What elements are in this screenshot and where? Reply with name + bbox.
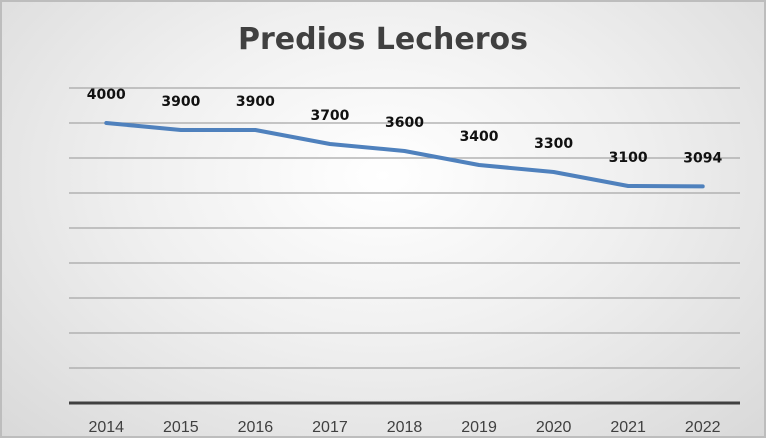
x-axis-tick-label: 2021 — [610, 419, 646, 436]
x-axis-tick-label: 2014 — [88, 419, 124, 436]
data-label: 3300 — [534, 136, 573, 152]
data-label: 3700 — [310, 108, 349, 124]
data-label: 4000 — [87, 87, 126, 103]
data-label: 3400 — [460, 129, 499, 145]
x-axis-tick-label: 2017 — [312, 419, 348, 436]
chart-title: Predios Lecheros — [237, 22, 528, 57]
x-axis-tick-label: 2019 — [461, 419, 497, 436]
data-label: 3094 — [683, 150, 722, 166]
data-label: 3600 — [385, 115, 424, 131]
x-axis-tick-label: 2015 — [163, 419, 199, 436]
data-label: 3900 — [236, 94, 275, 110]
x-axis-tick-label: 2016 — [238, 419, 274, 436]
x-axis-tick-label: 2018 — [387, 419, 423, 436]
x-axis-tick-label: 2022 — [685, 419, 721, 436]
data-label: 3900 — [161, 94, 200, 110]
data-label: 3100 — [609, 150, 648, 166]
data-line — [104, 121, 705, 189]
x-axis-tick-label: 2020 — [536, 419, 572, 436]
